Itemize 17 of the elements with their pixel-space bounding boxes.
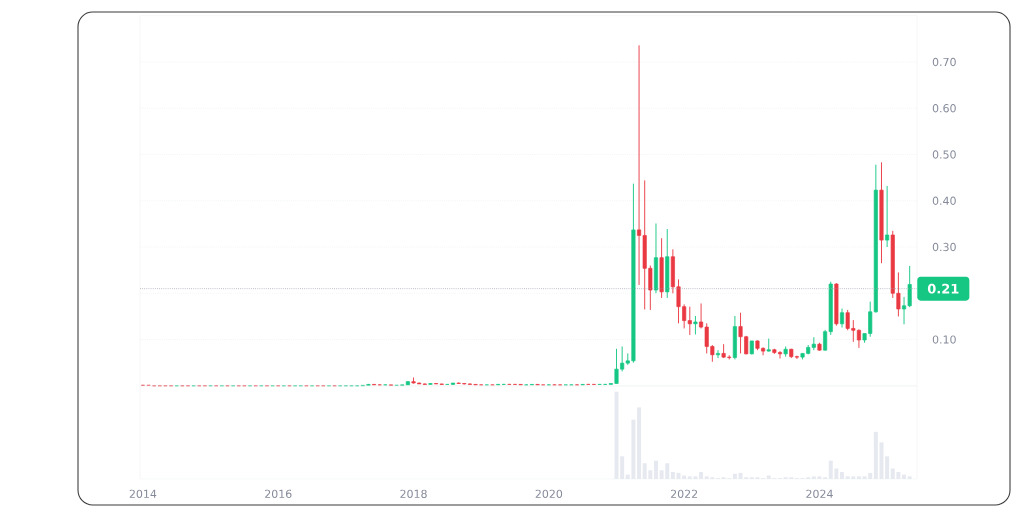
candlestick	[839, 308, 845, 328]
x-tick-label: 2018	[400, 489, 427, 499]
y-tick-label: 0.10	[932, 335, 956, 344]
candlestick	[885, 185, 890, 248]
y-tick-label: 0.70	[932, 57, 956, 67]
y-tick-label: 0.30	[932, 242, 956, 252]
x-tick-label: 2024	[806, 489, 833, 499]
x-tick-label: 2020	[535, 489, 563, 499]
ref-line-label: 0.21	[927, 283, 959, 294]
y-tick-label: 0.60	[932, 104, 956, 113]
candlestick	[715, 349, 721, 359]
y-tick-label: 0.50	[932, 150, 956, 159]
x-tick-label: 2016	[265, 489, 292, 499]
candlestick	[693, 315, 698, 335]
y-tick-label: 0.40	[932, 196, 956, 205]
x-tick-label: 2022	[670, 489, 698, 499]
x-tick-label: 2014	[129, 489, 157, 499]
